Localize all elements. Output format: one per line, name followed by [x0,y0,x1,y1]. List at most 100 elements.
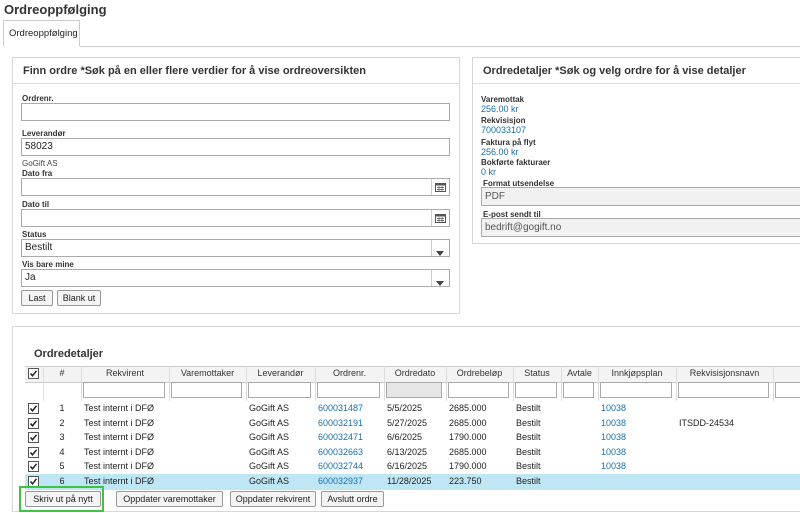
table-cell[interactable]: 10038 [601,417,627,428]
column-header: Rekvisisjonsnavn [689,368,760,378]
filter-input[interactable] [317,382,380,398]
table-cell[interactable]: 600032937 [318,476,364,486]
detail-value: 256.00 kr [481,147,519,157]
action-button[interactable]: Avslutt ordre [321,491,384,507]
text-input[interactable] [21,178,450,196]
dropdown-icon [436,246,444,262]
dropdown[interactable]: Bestilt [21,239,450,257]
column-divider [513,366,514,401]
column-header: Ordredato [394,368,436,378]
table-cell: 6/6/2025 [387,432,423,443]
table-cell[interactable]: 600032191 [318,417,364,428]
highlight-box [19,486,104,512]
table-cell: Test internt i DFØ [84,417,155,428]
table-cell[interactable]: 10038 [601,446,627,457]
action-button[interactable]: Oppdater rekvirent [230,491,316,507]
table-cell: Bestilt [516,461,541,472]
field-label: Leverandør [22,129,66,138]
table-cell: GoGift AS [249,432,290,443]
button[interactable]: Blank ut [57,290,101,306]
field-label: Vis bare mine [22,260,74,269]
detail-label: Faktura på flyt [481,138,536,147]
checkbox [28,432,39,446]
column-divider [315,366,316,401]
filter-input[interactable] [775,382,800,398]
filter-input[interactable] [83,382,165,398]
checkbox [28,446,39,461]
filter-input[interactable] [448,382,509,398]
filter-input[interactable] [386,382,442,398]
separator [431,240,432,256]
table-cell: 6/13/2025 [387,446,428,457]
table-cell: Test internt i DFØ [84,403,155,413]
filter-input[interactable] [248,382,311,398]
table-cell[interactable]: 600032744 [318,461,364,472]
column-header: Leverandør [257,368,304,378]
dropdown[interactable]: Ja [21,269,450,287]
filter-input[interactable] [678,382,769,398]
table-row[interactable] [25,474,800,490]
table-cell[interactable]: 10038 [601,432,627,443]
filter-input[interactable] [171,382,242,398]
field-hint: GoGift AS [22,159,58,168]
column-divider [561,366,562,401]
table-cell: 6 [59,476,65,486]
table-cell[interactable]: 600032663 [318,446,364,457]
button[interactable]: Last [21,290,53,306]
separator [13,83,459,84]
text-input[interactable] [21,103,450,121]
table-cell: 4 [59,446,65,457]
column-header: Ordrenr. [332,368,366,378]
table-cell[interactable]: 10038 [601,461,627,472]
action-button[interactable]: Skriv ut på nytt [25,491,101,507]
table-cell: 2685.000 [449,446,487,457]
filter-input[interactable] [600,382,672,398]
column-divider [169,366,170,401]
table-cell[interactable]: 600032471 [318,432,364,443]
table-cell: Test internt i DFØ [84,432,155,443]
column-divider [773,366,774,401]
filter-input[interactable] [563,382,594,398]
column-divider [446,366,447,401]
table-cell[interactable]: 10038 [601,403,627,413]
field-label: Dato fra [22,169,53,178]
table-cell: GoGift AS [249,446,290,457]
column-divider [81,366,82,401]
text-input[interactable]: 58023 [21,138,450,156]
dropdown-icon [436,276,444,292]
tab-line [80,46,800,47]
table-cell: 2685.000 [449,417,487,428]
calendar-icon [435,182,446,198]
page-title: Ordreoppfølging [4,2,107,17]
readonly-field: PDF [481,187,800,206]
table-cell: Bestilt [516,476,541,486]
table-cell[interactable]: 600031487 [318,403,364,413]
table-cell: 11/28/2025 [387,476,432,486]
table-cell: Bestilt [516,446,541,457]
field-label: Ordrenr. [22,94,54,103]
column-header: Varemottaker [180,368,235,378]
table-cell: GoGift AS [249,403,290,413]
text-input[interactable] [21,209,450,227]
table-cell: ITSDD-24534 [679,417,735,428]
table-cell: 1 [59,403,65,413]
table-cell: 3 [59,432,65,443]
table-cell: 2685.000 [449,403,487,413]
filter-input[interactable] [515,382,557,398]
table-cell: 6/16/2025 [387,461,428,472]
table-cell: 5/5/2025 [387,403,423,413]
tab-label: Ordreoppfølging [9,28,78,39]
checkbox [28,368,39,382]
table-cell: GoGift AS [249,476,290,486]
table-cell: 1790.000 [449,432,487,443]
table-cell: Test internt i DFØ [84,461,155,472]
action-button[interactable]: Oppdater varemottaker [116,491,223,507]
column-header: # [59,368,65,378]
tab[interactable]: Ordreoppfølging [3,20,80,46]
panel-title: Finn ordre *Søk på en eller flere verdie… [23,65,366,77]
column-divider [676,366,677,401]
detail-value: 700033107 [481,125,527,135]
field-label: Status [22,230,47,239]
table-cell: 5 [59,461,65,472]
